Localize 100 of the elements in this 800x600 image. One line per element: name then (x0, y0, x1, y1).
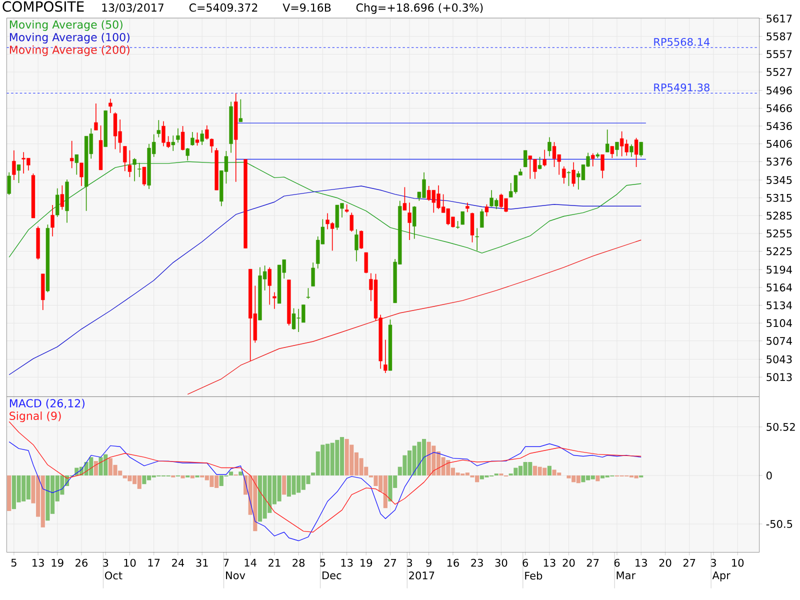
candlestick (195, 132, 200, 146)
x-tick-label: 27 (586, 558, 599, 567)
x-tick-label: 5 (11, 558, 16, 567)
candlestick (186, 148, 190, 161)
x-tick-label: 31 (196, 558, 208, 567)
x-tick-label: 10 (732, 558, 744, 567)
candlestick (606, 129, 610, 153)
x-tick-label: 19 (360, 558, 372, 567)
candlestick (359, 230, 364, 250)
candlestick (460, 211, 464, 225)
y-tick-label: 5134 (766, 301, 792, 310)
candlestick (238, 98, 243, 122)
x-tick-label: 17 (148, 558, 160, 566)
candlestick (548, 136, 552, 157)
y-tick-label: 5225 (766, 247, 792, 256)
bar (180, 475, 185, 478)
candlestick (412, 206, 416, 240)
x-tick-label: 20 (659, 558, 672, 567)
text: Feb (525, 572, 542, 580)
series-label: Signal (9) (10, 411, 61, 422)
candlestick (171, 135, 175, 152)
y-tick-label: 5496 (766, 86, 792, 94)
text: C=5409.372 (189, 3, 258, 12)
y-tick-label: -50.5 (766, 520, 792, 528)
bar (7, 475, 12, 511)
x-tick-label: 24 (172, 558, 184, 567)
x-tick-label: 27 (683, 558, 696, 567)
text: Mar (616, 572, 636, 580)
candlestick (190, 132, 194, 146)
text: 2017 (409, 572, 434, 580)
x-tick-label: 27 (384, 558, 396, 567)
x-tick-label: 3 (407, 558, 412, 567)
candlestick (466, 202, 470, 212)
candlestick (591, 152, 595, 167)
candlestick (523, 150, 528, 168)
x-tick-label: 13 (341, 558, 353, 567)
bar (238, 472, 243, 476)
x-tick-label: 6 (614, 558, 620, 567)
candlestick (210, 138, 214, 154)
y-tick-label: 5164 (766, 284, 792, 292)
line-series (8, 186, 642, 376)
candlestick (74, 154, 78, 176)
candlestick (562, 166, 566, 184)
candlestick (384, 339, 388, 374)
candlestick (630, 144, 634, 158)
x-tick-label: 23 (471, 558, 483, 567)
x-tick-label: 13 (544, 558, 556, 567)
candlestick (475, 228, 479, 252)
candlestick (108, 98, 112, 114)
y-tick-label: 5466 (766, 104, 792, 112)
candlestick (542, 149, 546, 167)
candlestick (80, 162, 84, 186)
bar (282, 475, 286, 495)
candlestick (7, 172, 11, 196)
candlestick (70, 140, 74, 169)
candlestick (408, 202, 412, 240)
x-tick-label: 21 (268, 558, 280, 567)
candlestick (402, 186, 407, 211)
y-tick-label: 5043 (766, 355, 792, 364)
y-tick-label: 5376 (766, 158, 792, 166)
x-tick-label: 13 (636, 558, 647, 567)
text: V=9.16B (282, 3, 331, 12)
x-tick-label: 5 (320, 558, 326, 567)
candlestick (480, 208, 484, 228)
candlestick (138, 162, 142, 178)
y-tick-label: 5406 (766, 140, 792, 148)
candlestick (60, 184, 64, 210)
ref-line-label: RP5491.38 (654, 84, 710, 92)
candlestick (200, 130, 204, 146)
text: Moving Average (50) (10, 20, 122, 31)
text: Moving Average (200) (10, 45, 130, 56)
y-tick-label: 5436 (766, 122, 792, 130)
line-series (187, 240, 642, 395)
y-tick-label: 5617 (766, 14, 792, 23)
y-tick-label: 5315 (766, 194, 792, 202)
y-tick-label: 5013 (766, 373, 792, 382)
ref-line-label: RP5568.14 (654, 38, 710, 46)
candlestick (538, 156, 542, 170)
candlestick (470, 212, 474, 243)
text: Oct (104, 572, 122, 580)
x-tick-label: 13 (32, 558, 44, 567)
x-tick-label: 9 (426, 558, 432, 567)
x-tick-label: 14 (244, 558, 256, 566)
y-tick-label: 5074 (766, 336, 792, 345)
text: Apr (712, 572, 730, 582)
line-series (8, 441, 642, 542)
candlestick (12, 150, 16, 180)
chart-title: COMPOSITE (2, 1, 84, 12)
candlestick (128, 150, 132, 178)
y-tick-label: 5345 (766, 176, 792, 184)
candlestick (268, 266, 272, 306)
candlestick (364, 252, 368, 274)
candlestick (142, 166, 146, 186)
x-tick-label: 26 (76, 558, 88, 567)
y-tick-label: 0 (766, 471, 772, 480)
y-tick-label: 5255 (766, 229, 792, 238)
candlestick (566, 170, 571, 186)
x-tick-label: 3 (710, 558, 716, 567)
candlestick (132, 158, 136, 182)
candlestick (123, 146, 127, 172)
